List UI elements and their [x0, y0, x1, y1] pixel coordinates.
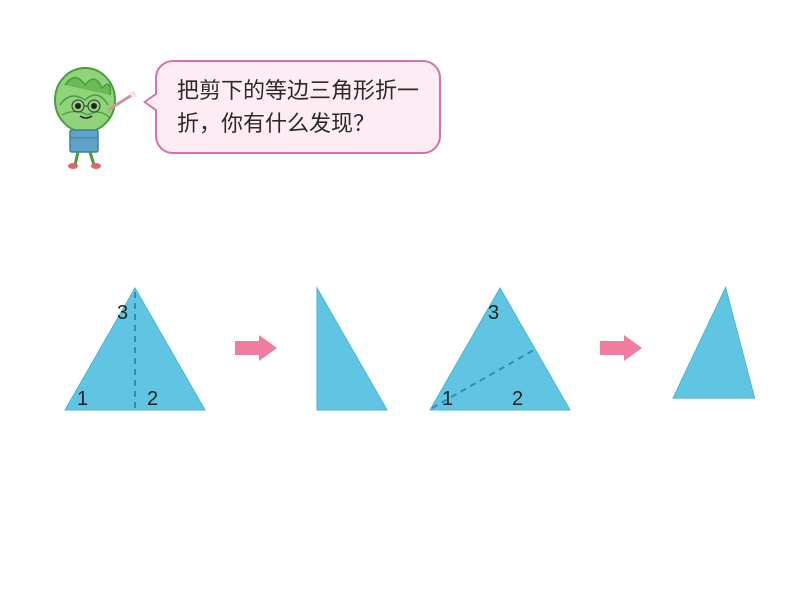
triangle-2: 1 2 3: [420, 280, 580, 420]
triangle1-label-3: 3: [117, 302, 128, 325]
arrow-1: [233, 333, 279, 368]
result-triangle-2: [662, 280, 762, 420]
triangle2-label-3: 3: [488, 302, 499, 325]
triangle2-label-2: 2: [512, 388, 523, 411]
speech-line-2: 折，你有什么发现？: [177, 107, 419, 140]
mascot-cabbage-teacher: [40, 60, 140, 170]
fold-group-2: 1 2 3: [420, 280, 762, 420]
fold-group-1: 1 2 3: [55, 280, 397, 420]
speech-line-1: 把剪下的等边三角形折一: [177, 74, 419, 107]
arrow-2: [598, 333, 644, 368]
triangle1-label-2: 2: [147, 388, 158, 411]
triangle1-label-1: 1: [77, 388, 88, 411]
result-triangle-1: [297, 280, 397, 420]
diagram-area: 1 2 3 1 2 3: [0, 280, 794, 480]
speech-bubble: 把剪下的等边三角形折一 折，你有什么发现？: [155, 60, 441, 154]
triangle2-label-1: 1: [442, 388, 453, 411]
triangle-1: 1 2 3: [55, 280, 215, 420]
